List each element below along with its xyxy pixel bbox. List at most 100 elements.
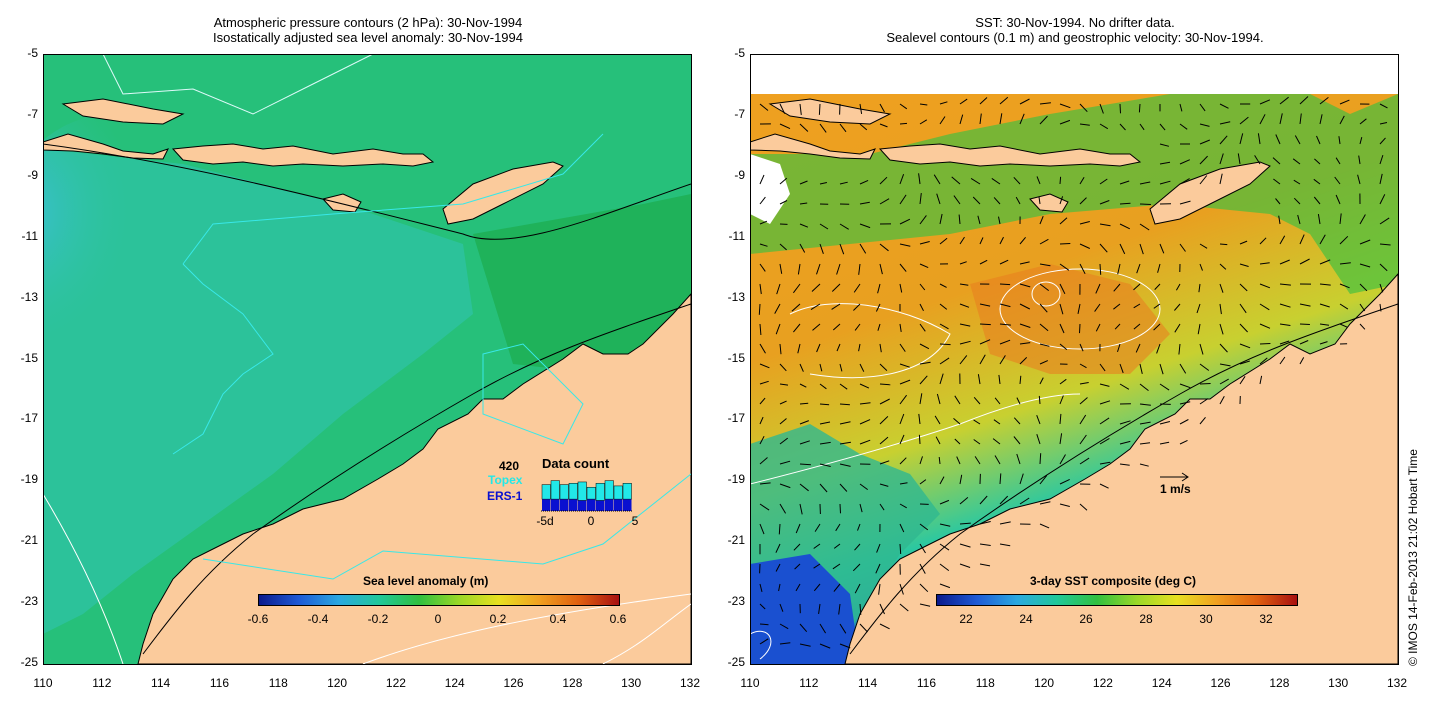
velocity-vector (919, 193, 922, 205)
velocity-vector (799, 103, 802, 115)
velocity-vector (994, 455, 1001, 465)
velocity-vector (1239, 263, 1249, 267)
velocity-vector (839, 363, 843, 372)
right-sealevel-contour-sw (750, 630, 772, 660)
velocity-vector (1059, 303, 1064, 315)
velocity-vector (1019, 323, 1031, 328)
velocity-vector (759, 363, 770, 369)
velocity-vector (879, 460, 890, 465)
velocity-vector (819, 223, 829, 230)
velocity-vector (839, 463, 851, 467)
velocity-vector (899, 434, 905, 445)
velocity-vector (959, 323, 971, 327)
y-tick-label: -11 (21, 228, 38, 243)
velocity-vector (1299, 323, 1310, 325)
velocity-vector (759, 174, 765, 185)
velocity-vector (794, 563, 801, 570)
velocity-vector (1179, 383, 1191, 389)
velocity-vector (1099, 400, 1111, 405)
velocity-vector (779, 103, 786, 114)
data-count-ers-bar (605, 499, 614, 511)
velocity-vector (933, 174, 941, 185)
velocity-vector (979, 237, 984, 245)
velocity-vector (1015, 196, 1021, 205)
velocity-vector (879, 198, 890, 205)
velocity-vector (1079, 177, 1085, 185)
velocity-vector (977, 374, 981, 385)
data-count-topex-bar (568, 483, 578, 500)
velocity-vector (956, 456, 961, 465)
velocity-vector (1379, 122, 1388, 125)
velocity-vector (779, 418, 787, 425)
data-count-number: 420 (499, 459, 520, 473)
velocity-vector (1379, 137, 1386, 145)
velocity-vector (999, 259, 1009, 265)
velocity-vector (1019, 497, 1030, 505)
velocity-vector (1117, 343, 1121, 353)
velocity-vector (899, 394, 908, 405)
velocity-vector (918, 413, 921, 425)
velocity-vector (1159, 383, 1170, 391)
left-java-island (43, 133, 169, 160)
y-tick-label: -5 (27, 46, 38, 60)
colorbar-tick-label: -0.6 (247, 612, 269, 626)
velocity-vector (1013, 417, 1021, 425)
velocity-vector (1039, 238, 1049, 245)
velocity-vector (1157, 263, 1161, 273)
velocity-vector (959, 261, 967, 265)
velocity-vector (936, 193, 941, 205)
velocity-vector (759, 196, 766, 205)
right-sealevel-contour-ring (999, 268, 1161, 350)
velocity-vector (1099, 178, 1108, 185)
velocity-vector (1259, 99, 1271, 105)
velocity-vector (919, 375, 928, 385)
x-tick-label: 128 (1269, 676, 1290, 690)
velocity-vector (979, 303, 991, 307)
colorbar-tick-label: -0.4 (307, 612, 329, 626)
velocity-vector (919, 523, 929, 531)
velocity-vector (1314, 158, 1321, 165)
velocity-vector (1039, 343, 1050, 347)
velocity-vector (1239, 133, 1244, 145)
velocity-vector (1119, 440, 1131, 445)
velocity-vector (879, 363, 888, 371)
velocity-vector (899, 263, 907, 272)
right-no-data-west (750, 154, 790, 224)
velocity-vector (1179, 439, 1188, 445)
velocity-vector (899, 194, 907, 205)
velocity-vector (999, 236, 1004, 245)
left-sla-contour (142, 303, 691, 655)
data-count-axis-label: 5 (631, 514, 639, 528)
left-map (43, 54, 691, 664)
left-white-contour-3 (602, 603, 691, 664)
velocity-vector (859, 123, 868, 131)
velocity-vector (839, 623, 847, 634)
velocity-vector (819, 463, 831, 467)
velocity-vector (797, 263, 801, 275)
velocity-vector (779, 503, 787, 514)
velocity-vector (779, 483, 791, 489)
velocity-vector (934, 415, 941, 425)
velocity-vector (1196, 303, 1201, 314)
credit-text: © IMOS 14-Feb-2013 21:02 Hobart Time (1406, 449, 1420, 666)
velocity-vector (1279, 235, 1286, 245)
data-count-ers-bar (569, 499, 578, 511)
velocity-vector (839, 243, 845, 255)
velocity-vector (939, 499, 950, 505)
data-count-ers-bar (551, 499, 560, 511)
velocity-vector (1159, 123, 1166, 131)
data-count-ers-bar (578, 500, 587, 511)
velocity-vector (954, 438, 961, 445)
data-count-ers-label: ERS-1 (487, 489, 523, 503)
velocity-vector (1339, 213, 1342, 225)
left-cyan-track-3 (172, 263, 274, 455)
velocity-vector (759, 380, 769, 385)
velocity-vector (1179, 243, 1186, 252)
data-count-topex-bar (622, 483, 632, 500)
right-map (750, 54, 1398, 664)
velocity-vector (818, 103, 821, 115)
left-cyan-track (182, 133, 604, 265)
velocity-vector (919, 215, 927, 225)
velocity-vector (779, 460, 791, 465)
velocity-vector (1113, 303, 1121, 310)
